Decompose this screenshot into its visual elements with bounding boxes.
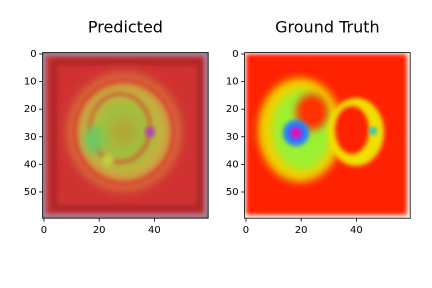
y-tick-label: 40 (226, 159, 239, 170)
axes-frame (42, 52, 209, 219)
y-tick-label: 30 (24, 132, 37, 143)
y-tick-label: 0 (232, 49, 238, 60)
axes-frame (244, 52, 411, 219)
panel-title: Predicted (88, 18, 163, 37)
axes: Predicted 0 20 40 0 10 20 30 40 50 Ground Truth 0 20… (24, 18, 411, 236)
x-tick-label: 40 (148, 225, 161, 236)
y-tick-label: 20 (226, 104, 239, 115)
y-tick-label: 20 (24, 104, 37, 115)
y-tick-label: 10 (226, 77, 239, 88)
y-tick-label: 30 (226, 132, 239, 143)
x-tick-label: 0 (41, 225, 47, 236)
y-tick-label: 50 (226, 187, 239, 198)
predicted-image (42, 52, 209, 219)
y-tick-label: 0 (30, 49, 36, 60)
x-tick-label: 20 (295, 225, 308, 236)
panel-title: Ground Truth (275, 18, 380, 37)
y-tick-label: 10 (24, 77, 37, 88)
y-tick-label: 50 (24, 187, 37, 198)
y-tick-label: 40 (24, 159, 37, 170)
ground-truth-image (244, 52, 411, 219)
x-tick-label: 0 (243, 225, 249, 236)
x-tick-label: 40 (350, 225, 363, 236)
x-tick-label: 20 (93, 225, 106, 236)
